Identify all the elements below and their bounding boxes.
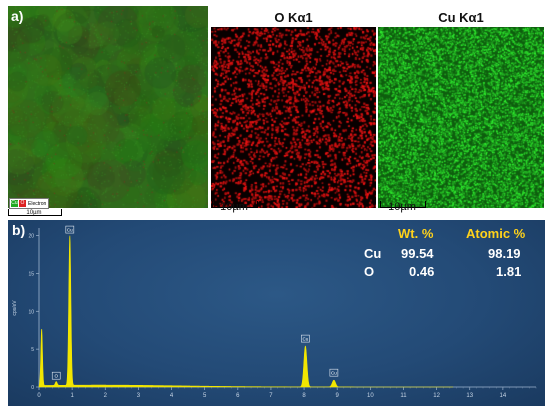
x-tick-label: 6 (236, 393, 240, 399)
eds-spectrum-panel: 0 5 10 15 20 0 1 2 3 4 5 6 7 8 9 10 11 12 13 14 cps/eV O Cu Cu C… (8, 220, 545, 406)
composite-scale-label: 10µm (26, 210, 42, 216)
o-scale-bar (212, 201, 258, 208)
y-tick-label: 15 (28, 271, 34, 277)
x-tick-label: 10 (367, 393, 374, 399)
map-legend: Cu O Electron (9, 198, 50, 209)
x-tick-label: 13 (466, 393, 473, 399)
x-tick-label: 14 (500, 393, 507, 399)
cu-map-title: Cu Kα1 (438, 10, 484, 25)
quant-row-wt: 0.46 (409, 264, 435, 279)
quant-row-atomic: 1.81 (496, 264, 522, 279)
y-tick-label: 20 (28, 234, 34, 240)
quant-row-element: Cu (364, 246, 382, 261)
x-tick-label: 4 (170, 393, 174, 399)
panel-a-label: a) (11, 8, 24, 24)
x-tick-label: 12 (433, 393, 440, 399)
wt-percent-header: Wt. % (398, 226, 434, 241)
cu-legend-swatch: Cu (11, 200, 18, 207)
o-map-title: O Kα1 (274, 10, 313, 25)
quant-row-wt: 99.54 (401, 246, 434, 261)
cu-scale-label: 10µm (388, 201, 416, 213)
y-axis-label: cps/eV (12, 300, 18, 316)
peak-label: Cu (331, 371, 337, 376)
o-scale-label: 10µm (220, 201, 248, 213)
peak-label-box (329, 368, 339, 377)
y-tick-label: 5 (31, 347, 34, 353)
peak-label-box (301, 334, 310, 343)
peak-label-box (65, 225, 75, 234)
spectrum-area (38, 235, 454, 388)
composite-scale-bar (8, 209, 62, 216)
x-tick-label: 11 (400, 393, 407, 399)
x-tick-label: 9 (336, 393, 340, 399)
x-tick-label: 1 (70, 393, 74, 399)
o-map-image (211, 27, 376, 208)
atomic-percent-header: Atomic % (466, 226, 526, 241)
x-tick-label: 8 (302, 393, 306, 399)
y-tick-label: 0 (31, 385, 34, 391)
cu-map-image (378, 27, 544, 208)
o-legend-swatch: O (19, 200, 26, 207)
quant-row-element: O (364, 264, 375, 279)
electron-legend-label: Electron (28, 200, 47, 207)
cu-scale-bar (380, 201, 426, 208)
composite-map-image (8, 6, 208, 208)
peak-label: Cu (303, 337, 309, 342)
peak-label-box (51, 371, 61, 380)
x-tick-label: 3 (137, 393, 141, 399)
y-tick-label: 10 (28, 309, 34, 315)
x-tick-label: 5 (203, 393, 207, 399)
peak-label: Cu (67, 228, 73, 233)
x-tick-label: 2 (104, 393, 108, 399)
x-tick-label: 7 (269, 393, 273, 399)
x-tick-label: 0 (37, 393, 41, 399)
quant-row-atomic: 98.19 (488, 246, 521, 261)
peak-label: O (54, 374, 58, 379)
panel-b-label: b) (12, 222, 26, 238)
